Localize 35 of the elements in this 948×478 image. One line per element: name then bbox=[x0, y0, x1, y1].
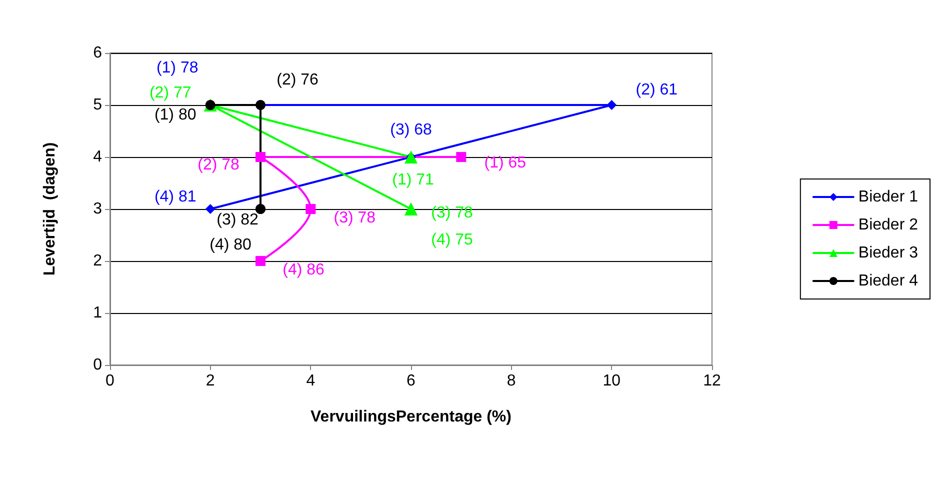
legend-label: Bieder 1 bbox=[858, 188, 918, 206]
data-label: (4) 86 bbox=[282, 262, 324, 278]
y-tick-label: 2 bbox=[93, 252, 102, 270]
x-tick-label: 6 bbox=[406, 372, 416, 390]
x-tick-label: 12 bbox=[703, 372, 721, 390]
x-axis-title: VervuilingsPercentage (%) bbox=[310, 408, 512, 426]
x-tick-label: 8 bbox=[506, 372, 516, 390]
data-label: (3) 82 bbox=[216, 212, 258, 228]
data-label: (1) 80 bbox=[154, 106, 196, 124]
x-tick-label: 10 bbox=[602, 372, 621, 390]
data-label: (2) 61 bbox=[636, 82, 678, 98]
data-label: (4) 75 bbox=[431, 232, 473, 248]
data-label: (3) 78 bbox=[334, 210, 376, 226]
x-tick-label: 4 bbox=[306, 372, 316, 390]
y-tick-label: 0 bbox=[93, 356, 102, 374]
x-tick-label: 2 bbox=[206, 372, 215, 390]
y-tick-label: 4 bbox=[93, 148, 102, 166]
x-tick-label: 0 bbox=[106, 372, 115, 390]
y-tick-label: 1 bbox=[93, 304, 102, 322]
y-tick-label: 3 bbox=[93, 200, 102, 218]
data-label: (1) 65 bbox=[484, 154, 526, 172]
data-label: (2) 77 bbox=[149, 84, 192, 102]
y-tick-label: 6 bbox=[93, 44, 102, 62]
data-label: (4) 80 bbox=[210, 236, 252, 254]
legend-label: Bieder 2 bbox=[858, 216, 918, 234]
legend-label: Bieder 4 bbox=[858, 272, 918, 290]
data-label: (1) 71 bbox=[392, 172, 434, 188]
y-tick-label: 5 bbox=[93, 96, 102, 114]
y-axis-title: Levertijd (dagen) bbox=[42, 142, 58, 276]
data-label: (4) 81 bbox=[154, 188, 196, 206]
data-label: (2) 78 bbox=[198, 156, 240, 174]
data-label: (2) 76 bbox=[276, 72, 318, 88]
data-label: (3) 68 bbox=[390, 122, 432, 138]
data-label: (1) 78 bbox=[156, 60, 198, 76]
legend-label: Bieder 3 bbox=[858, 244, 918, 262]
